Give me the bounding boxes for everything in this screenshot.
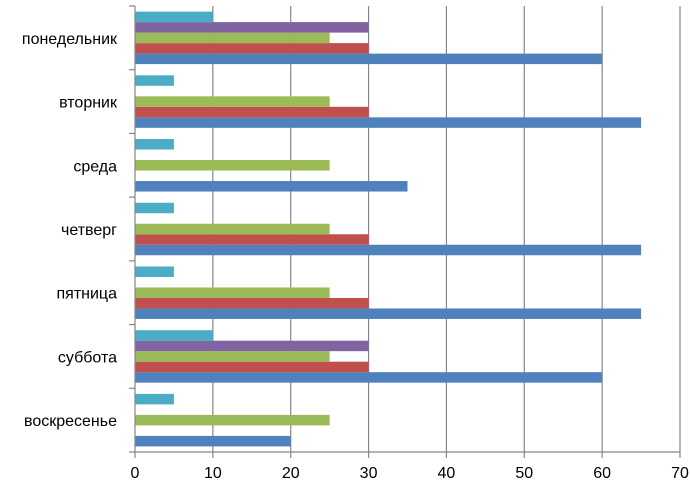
bar-1-5 <box>135 308 642 319</box>
bar-5-7 <box>135 393 174 405</box>
x-tick-label-60: 60 <box>593 465 611 482</box>
x-tick-label-30: 30 <box>360 465 378 482</box>
x-tick-labels: 0 10 20 30 40 50 60 70 <box>131 465 689 482</box>
x-tick-label-50: 50 <box>515 465 533 482</box>
bar-2-6 <box>135 361 369 373</box>
bar-3-4 <box>135 223 330 235</box>
bars <box>135 11 642 447</box>
category-label-3: среда <box>73 158 117 175</box>
bar-5-4 <box>135 202 174 214</box>
bar-3-5 <box>135 287 330 298</box>
category-label-4: четверг <box>61 222 117 239</box>
bar-3-1 <box>135 32 330 44</box>
x-tick-label-70: 70 <box>671 465 689 482</box>
bar-4-6 <box>135 340 369 352</box>
bar-4-1 <box>135 22 369 33</box>
bar-1-7 <box>135 435 291 447</box>
category-label-5: пятница <box>57 286 118 303</box>
bar-2-1 <box>135 43 369 54</box>
bar-5-2 <box>135 75 174 86</box>
category-labels: понедельник вторник среда четверг пятница суб… <box>22 31 118 430</box>
bar-3-2 <box>135 96 330 107</box>
bar-5-5 <box>135 266 174 277</box>
category-label-2: вторник <box>59 95 118 112</box>
category-label-6: суббота <box>58 349 117 366</box>
x-tick-label-20: 20 <box>282 465 300 482</box>
bar-2-4 <box>135 234 369 245</box>
bar-2-5 <box>135 297 369 309</box>
x-tick-label-40: 40 <box>438 465 456 482</box>
bar-1-1 <box>135 53 603 65</box>
x-tick-label-10: 10 <box>204 465 222 482</box>
bar-3-7 <box>135 414 330 426</box>
axes <box>129 5 681 458</box>
bar-1-2 <box>135 117 642 128</box>
bar-1-3 <box>135 181 408 192</box>
bar-5-1 <box>135 11 213 23</box>
category-label-7: воскресенье <box>24 413 117 430</box>
bar-2-2 <box>135 106 369 118</box>
gridlines <box>212 6 681 452</box>
category-label-1: понедельник <box>22 31 118 48</box>
bar-1-4 <box>135 244 642 256</box>
bar-1-6 <box>135 372 603 383</box>
x-tick-label-0: 0 <box>131 465 140 482</box>
bar-5-3 <box>135 139 174 150</box>
bar-3-3 <box>135 160 330 171</box>
bar-3-6 <box>135 351 330 362</box>
bar-5-6 <box>135 330 213 341</box>
